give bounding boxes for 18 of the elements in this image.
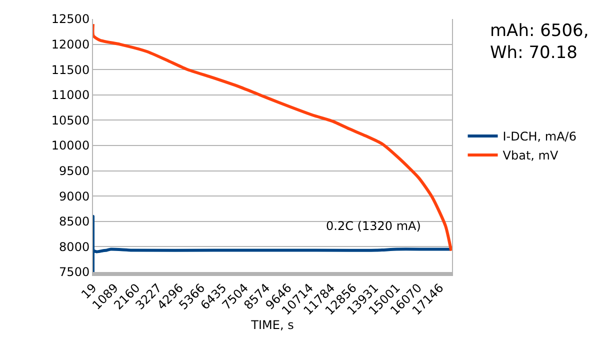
y-tick-label: 10500 (51, 113, 90, 128)
text: mAh: 6506, Wh: 70.18 (490, 21, 589, 64)
y-tick-label: 7500 (59, 265, 90, 280)
y-tick-label: 8000 (59, 240, 90, 254)
legend-label: I-DCH, mA/6 (502, 130, 576, 144)
annotation: 0.2C (1320 mA) (326, 219, 421, 233)
y-tick-label: 11000 (51, 88, 90, 102)
y-tick-label: 12500 (51, 12, 90, 26)
x-axis-title: TIME, s (250, 318, 294, 332)
legend-label: Vbat, mV (502, 148, 559, 163)
y-tick-label: 11500 (51, 62, 90, 77)
line-series (93, 214, 452, 272)
y-tick-label: 12000 (51, 38, 90, 52)
y-tick-label: 10000 (51, 138, 90, 153)
line-series (93, 22, 452, 252)
y-tick-label: 8500 (59, 214, 90, 229)
y-tick-label: 9000 (59, 189, 90, 204)
y-tick-label: 9500 (59, 164, 90, 178)
